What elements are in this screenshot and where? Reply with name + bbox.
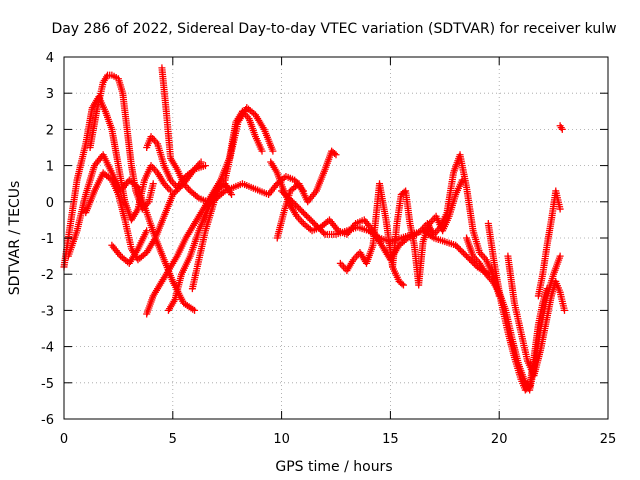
- data-point: [320, 229, 328, 237]
- chart-title: Day 286 of 2022, Sidereal Day-to-day VTE…: [51, 21, 616, 37]
- data-point: [399, 281, 407, 289]
- y-tick-label: -2: [41, 268, 54, 283]
- data-point: [293, 202, 301, 210]
- data-point: [301, 210, 309, 218]
- data-point: [170, 189, 178, 197]
- y-tick-label: -3: [41, 304, 54, 319]
- data-point: [556, 252, 564, 260]
- data-point: [172, 187, 180, 195]
- data-point: [307, 216, 315, 224]
- y-tick-label: 1: [46, 160, 54, 175]
- data-point: [315, 224, 323, 232]
- data-point: [543, 285, 551, 293]
- data-point: [461, 251, 469, 259]
- data-point: [556, 205, 564, 213]
- data-point: [456, 246, 464, 254]
- y-tick-label: 0: [46, 196, 54, 211]
- data-point: [458, 247, 466, 255]
- data-point: [304, 213, 312, 221]
- data-point: [288, 198, 296, 206]
- data-point: [279, 188, 287, 196]
- data-point: [332, 151, 340, 159]
- data-point: [464, 254, 472, 262]
- data-point: [299, 209, 307, 217]
- data-layer: [60, 64, 568, 394]
- data-point: [455, 244, 463, 252]
- data-point: [292, 201, 300, 209]
- data-point: [191, 306, 199, 314]
- series-track-21: [556, 122, 566, 133]
- data-point: [258, 147, 266, 155]
- data-point: [469, 258, 477, 266]
- series-track-15: [389, 176, 466, 289]
- series-track-19: [504, 252, 568, 380]
- data-point: [149, 180, 157, 188]
- y-tick-label: 2: [46, 123, 54, 138]
- x-tick-label: 15: [382, 432, 399, 447]
- data-point: [197, 158, 205, 166]
- data-point: [302, 212, 310, 220]
- data-point: [312, 221, 320, 229]
- series-track-9: [188, 104, 277, 293]
- data-point: [143, 227, 151, 235]
- grid: [64, 57, 608, 419]
- data-point: [228, 191, 236, 199]
- data-point: [466, 255, 474, 263]
- data-point: [452, 241, 460, 249]
- ticks: -6 -5 -4 -3 -2 -1 0 1 2 3 4 0 5 10 15 20 25: [41, 51, 616, 447]
- data-point: [278, 187, 286, 195]
- data-point: [310, 220, 318, 228]
- data-point: [296, 206, 304, 214]
- y-axis-title: SDTVAR / TECUs: [7, 181, 23, 296]
- x-tick-label: 20: [491, 432, 508, 447]
- data-point: [318, 227, 326, 235]
- data-point: [282, 192, 290, 200]
- data-point: [459, 249, 467, 257]
- y-tick-label: -5: [41, 377, 54, 392]
- data-point: [560, 306, 568, 314]
- data-point: [453, 243, 461, 251]
- data-point: [558, 125, 566, 133]
- data-point: [313, 223, 321, 231]
- y-tick-label: 3: [46, 87, 54, 102]
- x-tick-label: 25: [600, 432, 617, 447]
- series-track-5: [108, 227, 151, 267]
- data-point: [281, 190, 289, 198]
- data-point: [298, 207, 306, 215]
- data-point: [285, 195, 293, 203]
- data-point: [316, 226, 324, 234]
- series-track-3: [64, 151, 199, 314]
- y-tick-label: -4: [41, 341, 54, 356]
- data-point: [463, 252, 471, 260]
- data-point: [331, 150, 339, 158]
- data-point: [398, 280, 406, 288]
- data-point: [169, 191, 177, 199]
- x-tick-label: 5: [169, 432, 177, 447]
- data-point: [269, 147, 277, 155]
- x-tick-label: 0: [60, 432, 68, 447]
- data-point: [290, 199, 298, 207]
- data-point: [309, 218, 317, 226]
- data-point: [295, 204, 303, 212]
- data-point: [284, 193, 292, 201]
- series-track-20: [534, 187, 564, 300]
- y-tick-label: -1: [41, 232, 54, 247]
- x-axis-title: GPS time / hours: [275, 459, 392, 475]
- y-tick-label: -6: [41, 413, 54, 428]
- data-point: [201, 162, 209, 170]
- data-point: [287, 196, 295, 204]
- y-tick-label: 4: [46, 51, 54, 66]
- series-track-10: [143, 133, 205, 191]
- series-track-18: [484, 220, 551, 394]
- data-point: [306, 215, 314, 223]
- x-tick-label: 10: [273, 432, 290, 447]
